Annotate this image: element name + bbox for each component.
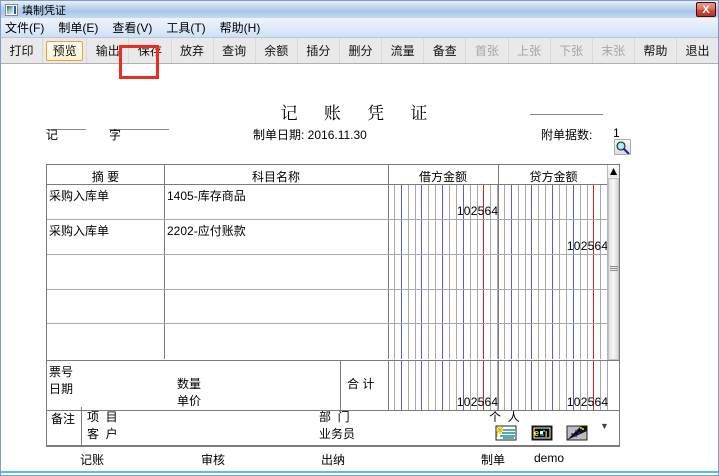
svg-text:e: e <box>534 428 539 438</box>
svg-text:I: I <box>545 430 547 439</box>
